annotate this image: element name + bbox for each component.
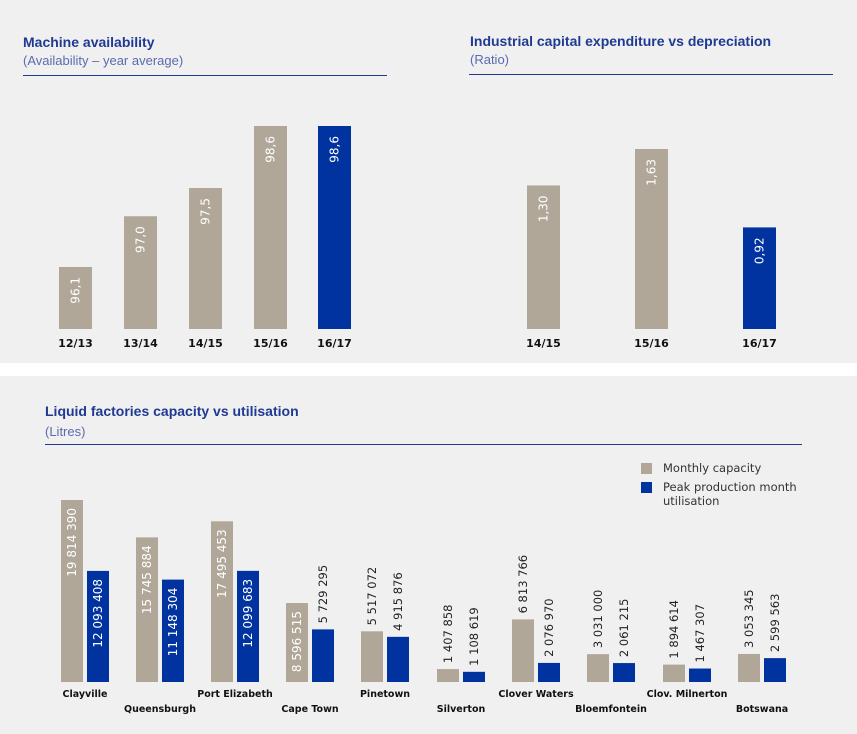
bar-value-label: 98,6 bbox=[328, 136, 342, 163]
bar-value-label: 2 076 970 bbox=[542, 598, 556, 657]
bar-value-label: 11 148 304 bbox=[166, 588, 180, 657]
bar-value-label: 1,63 bbox=[645, 159, 659, 186]
bar-value-label: 6 813 766 bbox=[516, 555, 530, 614]
bar-capacity-clov-milnerton bbox=[663, 664, 685, 682]
legend: Monthly capacity Peak production month u… bbox=[641, 461, 821, 513]
bar-availability-15-16 bbox=[254, 126, 287, 329]
legend-swatch-gray bbox=[641, 463, 652, 474]
machine-availability-title: Machine availability bbox=[23, 34, 155, 50]
bar-utilisation-cape-town bbox=[312, 629, 334, 682]
bar-capex-14-15 bbox=[527, 185, 560, 329]
x-tick-label: Silverton bbox=[437, 704, 486, 715]
bar-value-label: 98,6 bbox=[264, 136, 278, 163]
legend-label: Peak production month utilisation bbox=[663, 480, 797, 508]
x-tick-label: 12/13 bbox=[58, 337, 93, 350]
x-tick-label: Pinetown bbox=[360, 689, 410, 700]
machine-availability-subtitle: (Availability – year average) bbox=[23, 53, 184, 68]
bar-capacity-silverton bbox=[437, 669, 459, 682]
bar-capacity-pinetown bbox=[361, 631, 383, 682]
legend-swatch-blue bbox=[641, 482, 652, 493]
bar-capacity-botswana bbox=[738, 653, 760, 682]
x-tick-label: Clov. Milnerton bbox=[647, 689, 728, 700]
bar-capacity-clayville bbox=[61, 500, 83, 682]
x-tick-label: Port Elizabeth bbox=[197, 689, 273, 700]
bar-value-label: 96,1 bbox=[69, 277, 83, 304]
bar-availability-16-17 bbox=[318, 126, 351, 329]
bar-capex-16-17 bbox=[743, 227, 776, 329]
bar-value-label: 3 053 345 bbox=[742, 589, 756, 648]
bar-capex-15-16 bbox=[635, 149, 668, 329]
capex-title: Industrial capital expenditure vs deprec… bbox=[470, 33, 772, 49]
bar-availability-13-14 bbox=[124, 216, 157, 329]
legend-label: Monthly capacity bbox=[663, 461, 762, 475]
bar-value-label: 0,92 bbox=[753, 237, 767, 264]
x-tick-label: 15/16 bbox=[253, 337, 288, 350]
bar-value-label: 15 745 884 bbox=[140, 545, 154, 614]
bar-value-label: 1,30 bbox=[537, 195, 551, 222]
bar-capacity-port-elizabeth bbox=[211, 521, 233, 682]
x-tick-label: Cape Town bbox=[281, 704, 338, 715]
x-tick-label: 16/17 bbox=[317, 337, 352, 350]
bar-utilisation-clov-milnerton bbox=[689, 668, 711, 682]
legend-item-monthly-capacity: Monthly capacity bbox=[641, 461, 821, 475]
capex-rule bbox=[469, 74, 833, 75]
bar-utilisation-pinetown bbox=[387, 636, 409, 682]
x-tick-label: 14/15 bbox=[526, 337, 561, 350]
bar-utilisation-clover-waters bbox=[538, 662, 560, 682]
bar-capacity-clover-waters bbox=[512, 619, 534, 682]
bar-capacity-queensburgh bbox=[136, 537, 158, 682]
bar-value-label: 2 599 563 bbox=[768, 594, 782, 653]
x-tick-label: 16/17 bbox=[742, 337, 777, 350]
bar-utilisation-bloemfontein bbox=[613, 663, 635, 682]
liquid-factories-subtitle: (Litres) bbox=[45, 424, 86, 439]
bar-value-label: 8 596 515 bbox=[290, 611, 304, 672]
bar-utilisation-port-elizabeth bbox=[237, 570, 259, 682]
bar-value-label: 1 467 307 bbox=[693, 604, 707, 663]
bar-value-label: 1 108 619 bbox=[467, 607, 481, 666]
bar-value-label: 97,5 bbox=[199, 198, 213, 225]
bar-availability-12-13 bbox=[59, 266, 92, 329]
bar-value-label: 1 407 858 bbox=[441, 605, 455, 664]
capex-subtitle: (Ratio) bbox=[470, 52, 510, 67]
bar-capacity-bloemfontein bbox=[587, 654, 609, 682]
bar-utilisation-queensburgh bbox=[162, 579, 184, 682]
x-tick-label: 15/16 bbox=[634, 337, 669, 350]
legend-item-peak-utilisation: Peak production month utilisation bbox=[641, 480, 821, 508]
bar-value-label: 4 915 876 bbox=[391, 572, 405, 631]
liquid-factories-title: Liquid factories capacity vs utilisation bbox=[45, 403, 299, 419]
bar-value-label: 12 099 683 bbox=[241, 579, 255, 648]
bar-utilisation-silverton bbox=[463, 671, 485, 682]
bar-utilisation-clayville bbox=[87, 570, 109, 682]
bar-availability-14-15 bbox=[189, 188, 222, 329]
bar-value-label: 97,0 bbox=[134, 226, 148, 253]
bar-utilisation-botswana bbox=[764, 658, 786, 682]
x-tick-label: 14/15 bbox=[188, 337, 223, 350]
bar-value-label: 17 495 453 bbox=[215, 529, 229, 598]
x-tick-label: 13/14 bbox=[123, 337, 158, 350]
x-tick-label: Clayville bbox=[63, 689, 108, 700]
x-tick-label: Bloemfontein bbox=[575, 704, 647, 715]
bar-value-label: 3 031 000 bbox=[591, 590, 605, 649]
bar-value-label: 12 093 408 bbox=[91, 579, 105, 648]
bar-value-label: 5 729 295 bbox=[316, 565, 330, 624]
x-tick-label: Clover Waters bbox=[498, 689, 574, 700]
bar-value-label: 1 894 614 bbox=[667, 600, 681, 659]
bar-value-label: 5 517 072 bbox=[365, 567, 379, 626]
bar-value-label: 2 061 215 bbox=[617, 599, 631, 658]
bar-value-label: 19 814 390 bbox=[65, 508, 79, 577]
bar-capacity-cape-town bbox=[286, 603, 308, 682]
machine-availability-rule bbox=[23, 75, 387, 76]
liquid-factories-rule bbox=[45, 444, 802, 445]
x-tick-label: Botswana bbox=[736, 704, 788, 715]
x-tick-label: Queensburgh bbox=[124, 704, 196, 715]
